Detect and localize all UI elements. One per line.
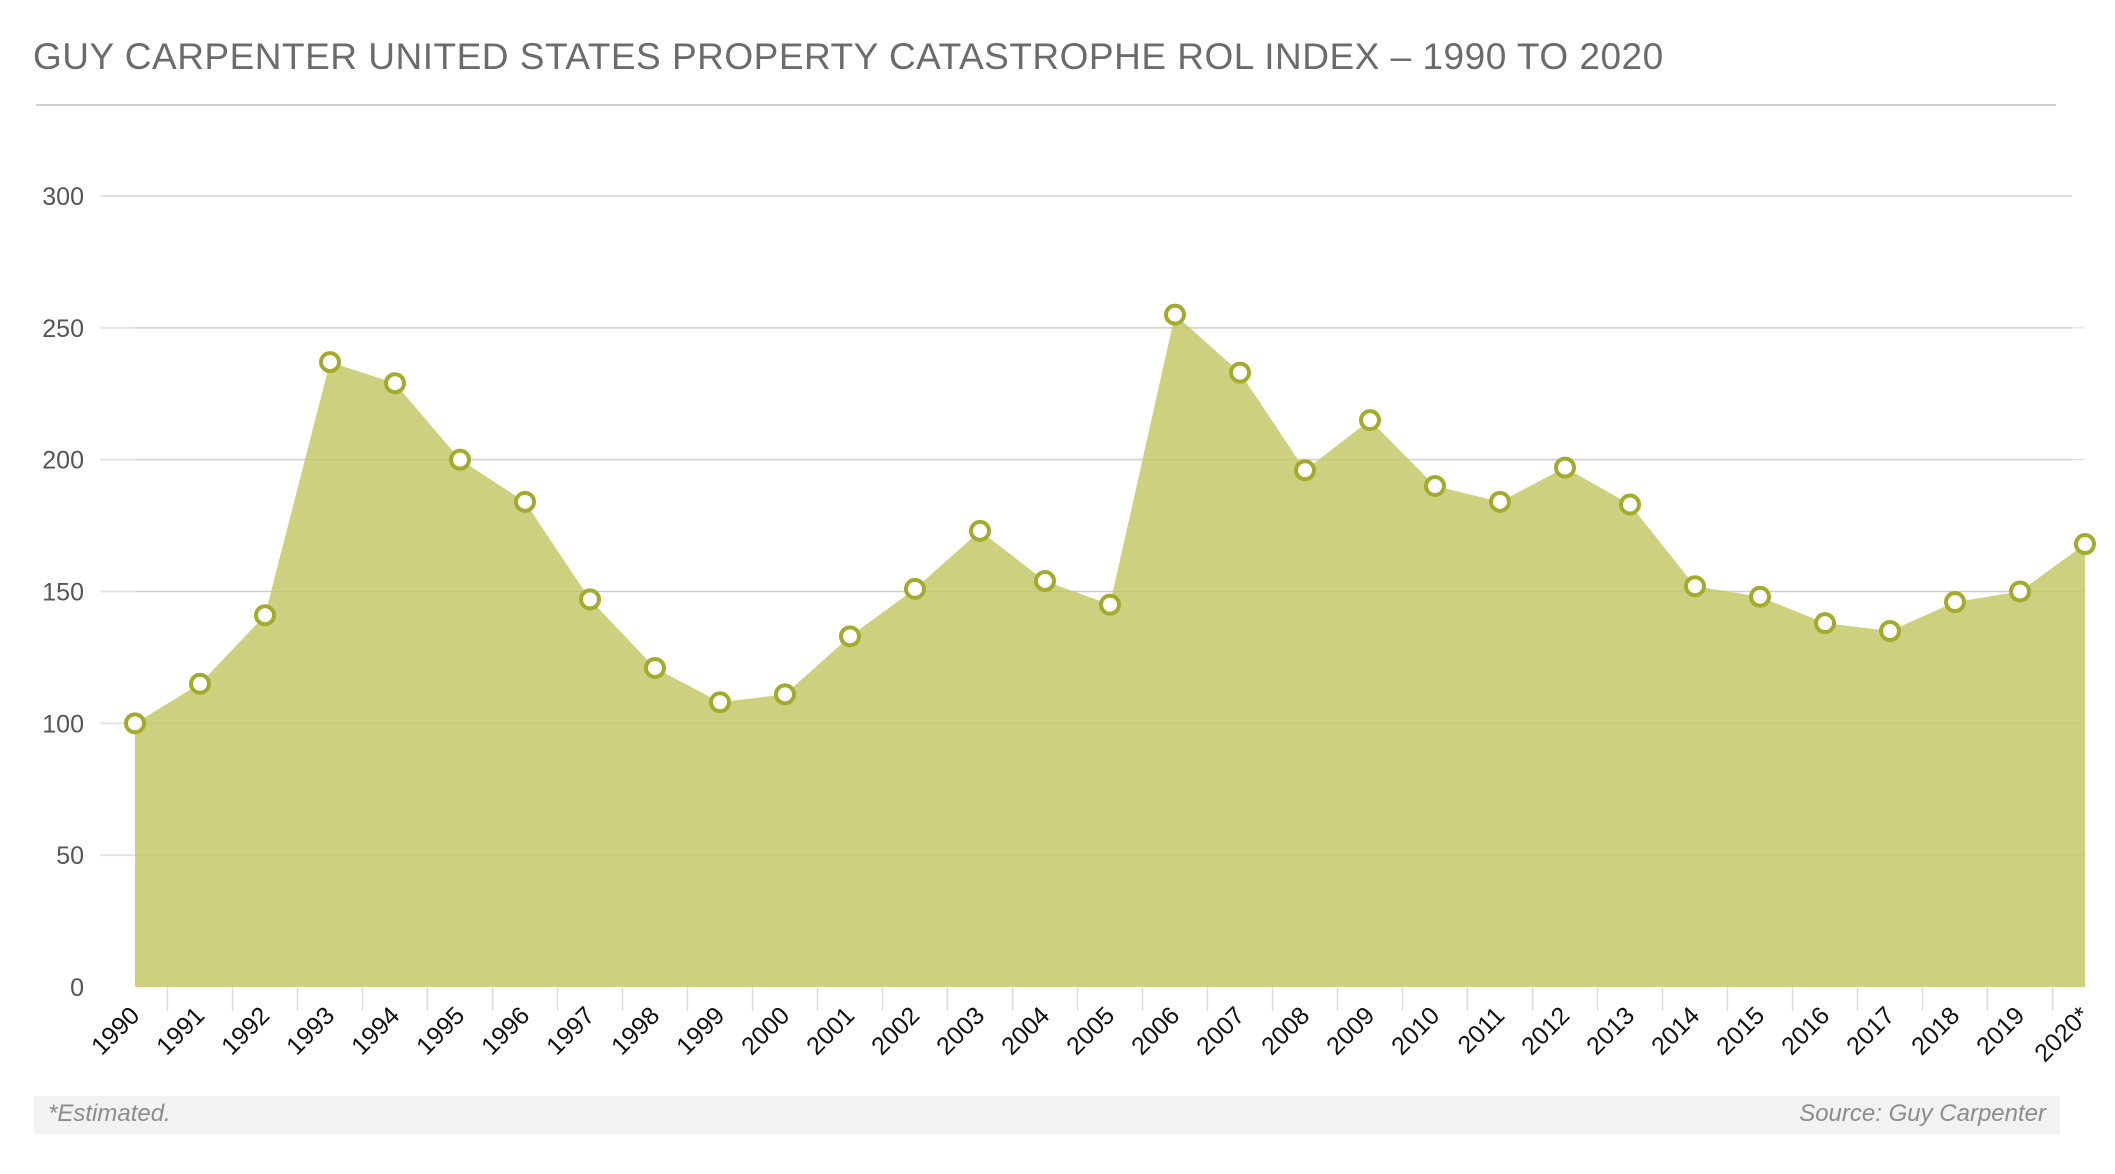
x-tick-label: 2011 — [1452, 1001, 1510, 1059]
area-series — [135, 314, 2085, 987]
x-tick-label: 2005 — [1061, 1001, 1120, 1060]
x-tick-label: 1998 — [606, 1001, 665, 1060]
area-layer — [135, 314, 2085, 987]
data-point-2014 — [1684, 575, 1706, 598]
x-tick-label: 1991 — [151, 1001, 210, 1060]
data-point-2009 — [1359, 409, 1381, 432]
y-tick-label: 200 — [42, 447, 84, 475]
x-tick-label: 1994 — [346, 1001, 405, 1060]
data-point-2015 — [1749, 585, 1771, 608]
x-tick-label: 1992 — [216, 1001, 275, 1060]
data-point-1995 — [449, 448, 471, 471]
footnote: *Estimated. — [48, 1100, 171, 1127]
x-tick-label: 2019 — [1971, 1001, 2030, 1060]
data-point-1990 — [124, 712, 146, 735]
data-point-2003 — [969, 519, 991, 542]
x-axis: 1990 1991 1992 1993 1994 1995 1996 1997 1998 1999… — [86, 987, 2095, 1067]
x-tick-label: 1997 — [541, 1001, 600, 1060]
x-tick-label: 2003 — [931, 1001, 990, 1060]
data-point-1993 — [319, 351, 341, 374]
data-point-2013 — [1619, 493, 1641, 516]
data-point-2020* — [2074, 533, 2096, 556]
data-point-2005 — [1099, 593, 1121, 616]
x-tick-label: 2002 — [866, 1001, 925, 1060]
y-tick-label: 50 — [56, 842, 84, 870]
data-point-1991 — [189, 672, 211, 695]
x-tick-label: 2008 — [1256, 1001, 1315, 1060]
x-tick-label: 2013 — [1581, 1001, 1640, 1060]
chart-title: GUY CARPENTER UNITED STATES PROPERTY CAT… — [33, 36, 1664, 77]
x-tick-label: 2020* — [2029, 1001, 2095, 1067]
y-tick-label: 150 — [42, 579, 84, 607]
x-tick-label: 2001 — [801, 1001, 860, 1060]
data-point-2011 — [1489, 490, 1511, 513]
data-point-2017 — [1879, 620, 1901, 643]
x-tick-label: 1993 — [281, 1001, 340, 1060]
x-tick-label: 2014 — [1646, 1001, 1705, 1060]
y-tick-label: 250 — [42, 315, 84, 343]
x-tick-label: 2017 — [1841, 1001, 1900, 1060]
data-point-2007 — [1229, 361, 1251, 384]
x-tick-label: 2012 — [1516, 1001, 1575, 1060]
x-tick-label: 1990 — [86, 1001, 145, 1060]
y-tick-label: 100 — [42, 710, 84, 738]
title-divider — [36, 104, 2056, 106]
data-point-2004 — [1034, 569, 1056, 592]
data-point-2010 — [1424, 475, 1446, 498]
data-point-2001 — [839, 625, 861, 648]
x-tick-label: 2006 — [1126, 1001, 1185, 1060]
data-markers — [124, 303, 2096, 735]
y-tick-label: 0 — [70, 974, 84, 1002]
data-point-2000 — [774, 683, 796, 706]
data-point-1999 — [709, 691, 731, 714]
data-point-1998 — [644, 656, 666, 679]
x-tick-label: 1996 — [476, 1001, 535, 1060]
x-tick-label: 2016 — [1776, 1001, 1835, 1060]
source-note: Source: Guy Carpenter — [1799, 1100, 2046, 1127]
data-point-1996 — [514, 490, 536, 513]
data-point-1992 — [254, 604, 276, 627]
data-point-2019 — [2009, 580, 2031, 603]
data-point-2008 — [1294, 459, 1316, 482]
x-tick-label: 2018 — [1906, 1001, 1965, 1060]
x-tick-label: 1999 — [671, 1001, 730, 1060]
data-point-2002 — [904, 577, 926, 600]
data-point-2018 — [1944, 591, 1966, 614]
x-tick-label: 2010 — [1386, 1001, 1445, 1060]
x-tick-label: 2007 — [1191, 1001, 1250, 1060]
x-tick-label: 2015 — [1711, 1001, 1770, 1060]
y-axis: 0 50 100 150 200 250 300 — [42, 183, 84, 1002]
footer-bar: *Estimated. Source: Guy Carpenter — [34, 1096, 2060, 1134]
x-tick-label: 2000 — [736, 1001, 795, 1060]
data-point-2016 — [1814, 612, 1836, 635]
data-point-1994 — [384, 372, 406, 395]
x-tick-label: 2009 — [1321, 1001, 1380, 1060]
y-tick-label: 300 — [42, 183, 84, 211]
data-point-2012 — [1554, 456, 1576, 479]
x-tick-label: 1995 — [411, 1001, 470, 1060]
x-tick-label: 2004 — [996, 1001, 1055, 1060]
data-point-1997 — [579, 588, 601, 611]
data-point-2006 — [1164, 303, 1186, 326]
